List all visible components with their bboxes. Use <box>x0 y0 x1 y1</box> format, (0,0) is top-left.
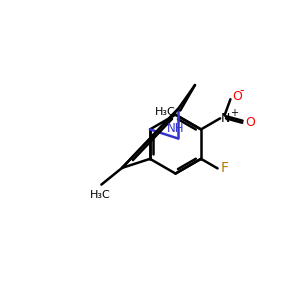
Text: O: O <box>245 116 255 129</box>
Text: N: N <box>221 112 230 125</box>
Text: +: + <box>230 108 238 118</box>
Text: -: - <box>240 85 244 98</box>
Text: H₃C: H₃C <box>155 107 176 117</box>
Text: O: O <box>232 90 242 104</box>
Text: H₃C: H₃C <box>90 190 110 200</box>
Text: NH: NH <box>167 122 185 135</box>
Text: F: F <box>221 161 229 176</box>
